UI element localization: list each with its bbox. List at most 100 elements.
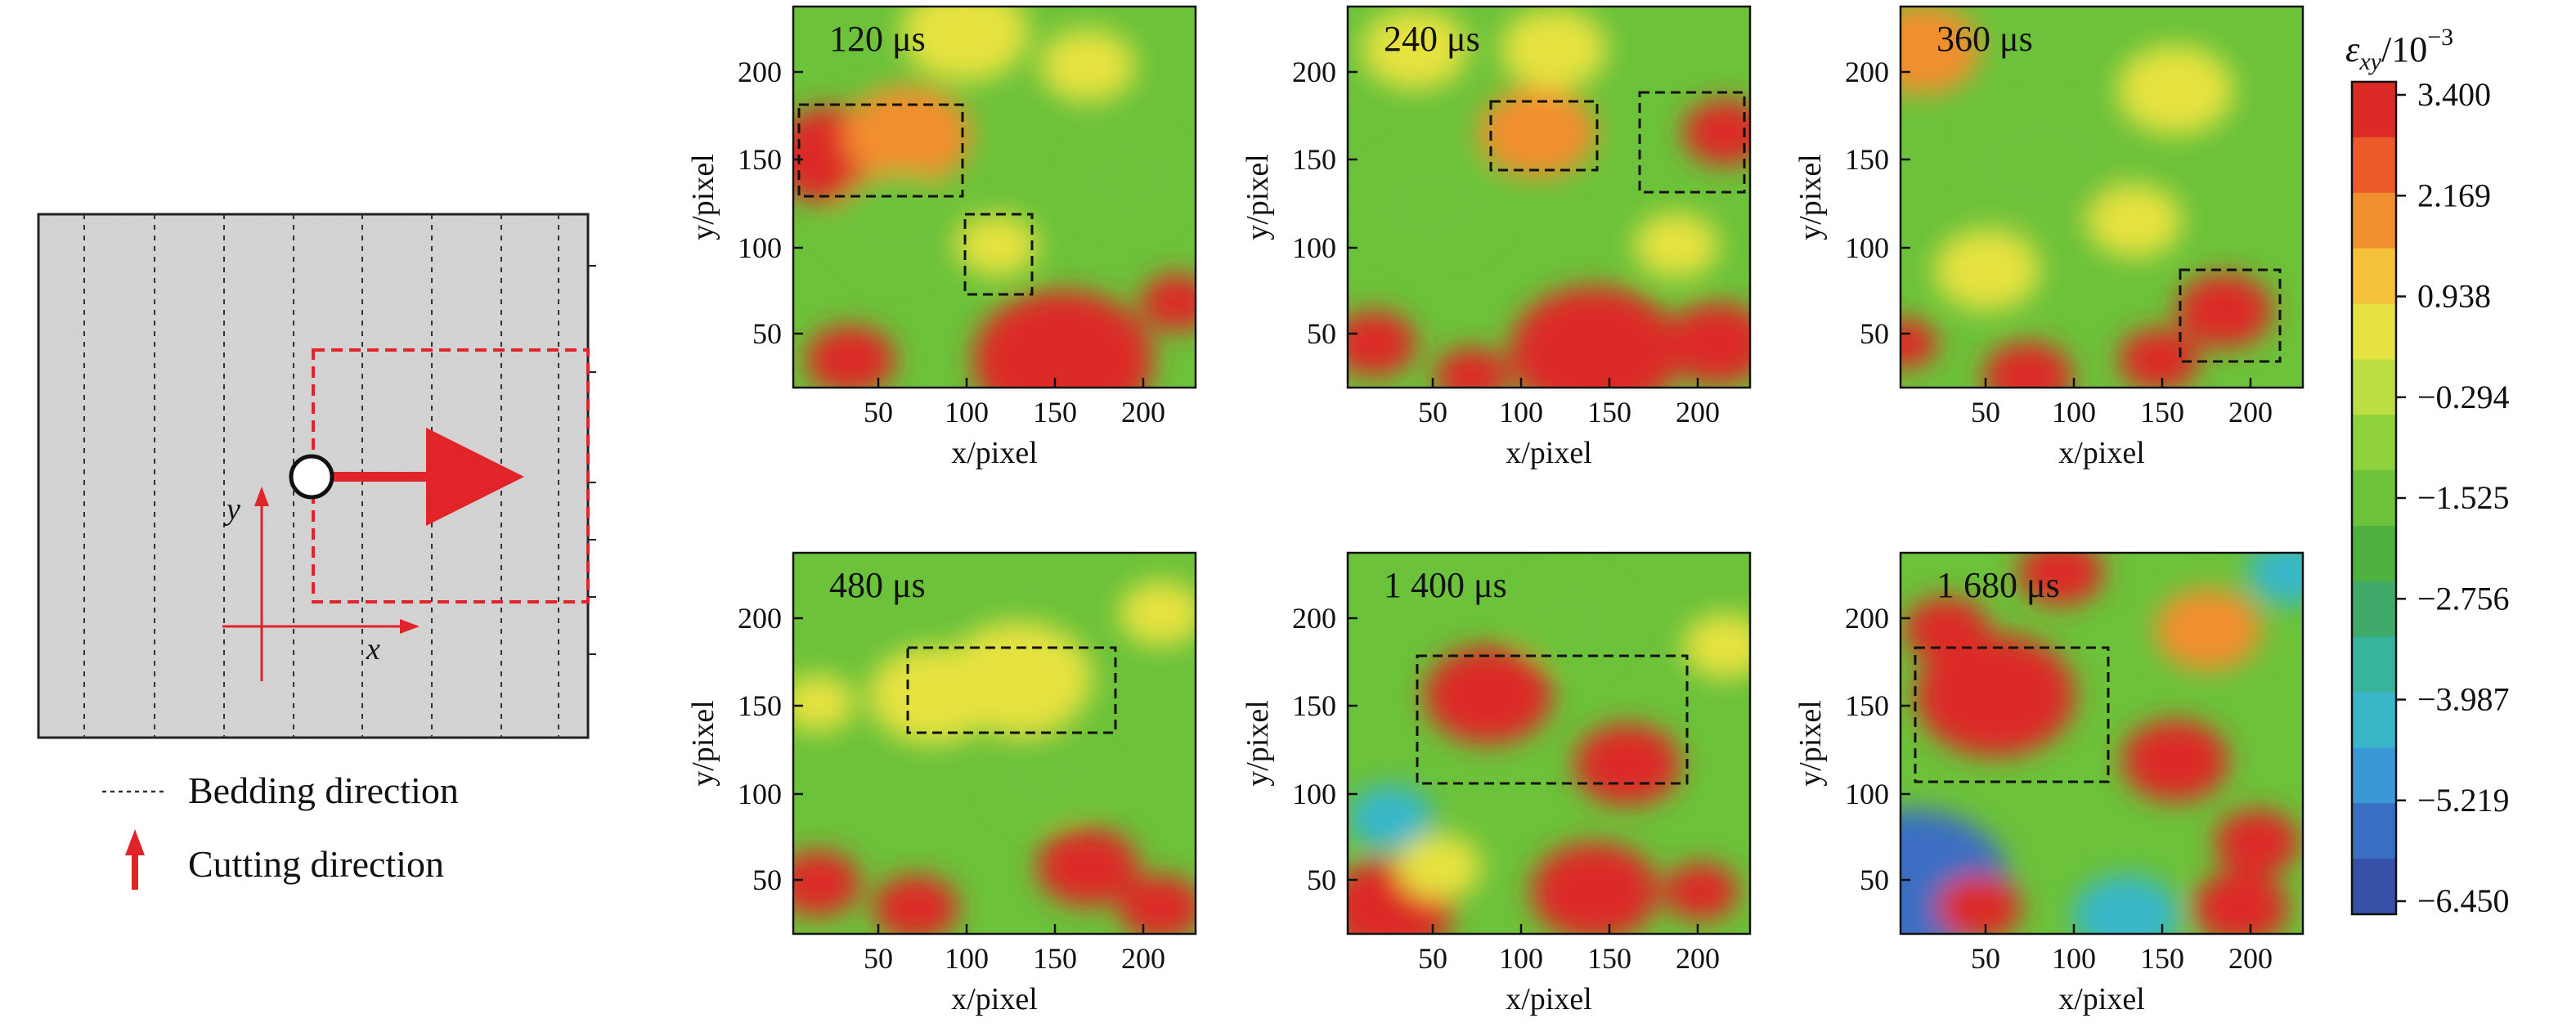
highlight-box <box>1638 91 1746 194</box>
colorbar-tick-label: −0.294 <box>2417 379 2510 415</box>
x-tick-label: 200 <box>1121 396 1165 429</box>
strain-blob <box>2176 274 2273 348</box>
highlight-box <box>906 646 1117 734</box>
x-axis-label: x/pixel <box>951 982 1038 1016</box>
y-tick-label: 200 <box>738 602 782 635</box>
strain-blob <box>2116 45 2234 135</box>
colorbar-tick-label: −3.987 <box>2417 681 2510 718</box>
strain-field <box>1901 7 2303 388</box>
strain-blob <box>2118 329 2200 388</box>
strain-blob <box>1683 100 1750 165</box>
legend-bedding-text: Bedding direction <box>188 770 459 811</box>
svg-text:εxy/10−3: εxy/10−3 <box>2345 24 2453 75</box>
cutter-hole <box>289 454 334 500</box>
colorbar-segment <box>2352 82 2396 138</box>
strain-blob <box>1348 311 1416 376</box>
plot-frame <box>1899 551 2304 936</box>
x-tick-label: 100 <box>945 396 989 429</box>
colorbar-segment <box>2352 859 2396 915</box>
colorbar-segment <box>2352 192 2396 249</box>
strain-blob <box>994 736 1100 818</box>
strain-blob <box>1479 87 1596 177</box>
colorbar: εxy/10−3 3.400 2.169 0.938 −0.294 −1.525 −2.7… <box>2345 24 2510 919</box>
strain-blob <box>1936 875 2022 934</box>
y-tick-label: 150 <box>1292 143 1336 176</box>
strain-blob <box>2122 720 2228 801</box>
time-label: 1 400 μs <box>1384 565 1507 605</box>
y-tick-label: 50 <box>752 864 782 896</box>
strain-blob <box>1915 634 2076 756</box>
y-axis-label: y/pixel <box>1241 700 1275 787</box>
legend-cutting-symbol <box>125 829 145 855</box>
strain-blob <box>1075 139 1182 221</box>
x-tick-label: 150 <box>1587 396 1631 429</box>
strain-blob <box>1397 834 1482 900</box>
y-tick-label: 100 <box>1845 231 1889 264</box>
colorbar-tick-label: 0.938 <box>2417 278 2491 315</box>
highlight-box <box>1416 654 1689 785</box>
y-axis-label: y/pixel <box>1241 154 1275 240</box>
strain-blob <box>1367 155 1495 254</box>
x-tick-label: 150 <box>2140 942 2184 975</box>
x-tick-label: 100 <box>1499 396 1543 429</box>
strain-blob <box>1119 581 1196 646</box>
plot-frame <box>792 5 1197 389</box>
strain-blob <box>1901 7 1981 94</box>
y-tick-label: 150 <box>1292 689 1336 722</box>
time-label: 480 μs <box>829 565 926 605</box>
x-tick-label: 200 <box>2228 396 2273 429</box>
x-tick-label: 200 <box>1676 396 1720 429</box>
time-label: 360 μs <box>1936 19 2033 59</box>
y-axis-label: y/pixel <box>1793 700 1828 787</box>
strain-field <box>1348 553 1750 934</box>
x-axis-label: x <box>366 632 380 666</box>
strain-panels: 120 μs 50 100 150 200 50 100 150 200 x/pixel y/pix… <box>686 5 2304 1016</box>
strain-blob <box>1904 597 1989 662</box>
strain-field <box>793 7 1196 388</box>
strain-field <box>1901 553 2303 934</box>
x-axis-label: x/pixel <box>2058 436 2145 470</box>
plot-frame <box>1899 5 2304 389</box>
y-tick-label: 100 <box>1292 778 1336 810</box>
time-label: 1 680 μs <box>1936 565 2060 605</box>
strain-blob <box>1934 229 2040 311</box>
y-tick-label: 200 <box>738 56 782 88</box>
strain-blob <box>1501 8 1607 90</box>
time-label: 240 μs <box>1384 19 1480 59</box>
highlight-box <box>963 213 1034 296</box>
y-tick-label: 200 <box>1292 56 1336 88</box>
y-axis-label: y/pixel <box>686 154 720 240</box>
strain-blob <box>1036 828 1139 906</box>
strain-panel: 1 680 μs 50 100 150 200 50 100 150 200 x/pixel y/p… <box>1793 551 2304 1016</box>
x-axis-label: x/pixel <box>2058 982 2145 1016</box>
strain-blob <box>844 86 972 184</box>
colorbar-segment <box>2352 137 2396 194</box>
strain-field <box>1348 7 1750 388</box>
colorbar-segment <box>2352 636 2396 693</box>
x-tick-label: 200 <box>1121 942 1165 975</box>
strain-blob <box>1425 646 1552 744</box>
colorbar-segment <box>2352 470 2396 527</box>
colorbar-segment <box>2352 692 2396 748</box>
strain-blob <box>1664 303 1750 384</box>
strain-panel: 480 μs 50 100 150 200 50 100 150 200 x/pixel y/pix… <box>686 551 1197 1016</box>
plot-frame <box>1346 5 1752 389</box>
strain-blob <box>1348 785 1433 850</box>
strain-blob <box>2086 184 2183 258</box>
y-tick-label: 150 <box>738 689 782 722</box>
strain-panel: 240 μs 50 100 150 200 50 100 150 200 x/pixel y/pix… <box>1241 5 1752 470</box>
x-tick-label: 50 <box>1971 942 2000 975</box>
colorbar-segment <box>2352 803 2396 859</box>
y-tick-label: 150 <box>1845 143 1889 176</box>
strain-blob <box>806 325 895 388</box>
y-tick-label: 150 <box>1845 689 1889 722</box>
colorbar-tick-label: −6.450 <box>2417 882 2510 919</box>
y-axis-label: y/pixel <box>1793 154 1828 240</box>
colorbar-tick-label: −5.219 <box>2417 782 2510 819</box>
strain-blob <box>1970 106 2119 221</box>
colorbar-tick-label: 2.169 <box>2417 177 2491 213</box>
strain-blob <box>1140 274 1196 331</box>
y-tick-label: 200 <box>1292 602 1336 635</box>
highlight-box <box>2179 268 2282 363</box>
